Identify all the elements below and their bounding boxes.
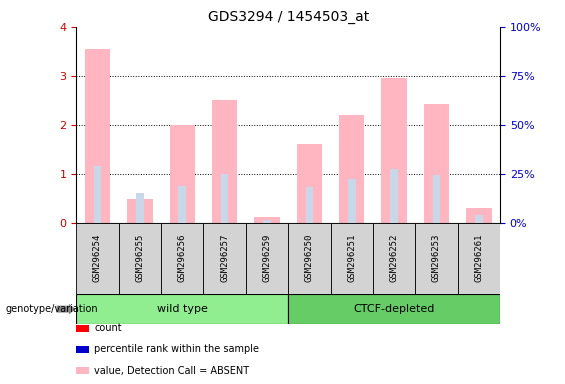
Bar	[339, 115, 364, 223]
Bar	[458, 223, 500, 294]
Text: genotype/variation: genotype/variation	[6, 304, 98, 314]
Bar	[221, 174, 228, 223]
Bar	[297, 144, 322, 223]
Bar	[127, 199, 153, 223]
Bar	[288, 295, 500, 324]
Text: value, Detection Call = ABSENT: value, Detection Call = ABSENT	[94, 366, 250, 376]
Title: GDS3294 / 1454503_at: GDS3294 / 1454503_at	[207, 10, 369, 25]
Bar	[246, 223, 288, 294]
Bar	[475, 215, 483, 223]
Text: GSM296256: GSM296256	[178, 234, 186, 282]
Bar	[263, 220, 271, 223]
Bar	[136, 194, 144, 223]
Bar	[424, 104, 449, 223]
Text: GSM296251: GSM296251	[347, 234, 356, 282]
Bar	[381, 78, 407, 223]
Bar	[306, 187, 313, 223]
Bar	[373, 223, 415, 294]
Bar	[331, 223, 373, 294]
Bar	[94, 166, 101, 223]
Text: GSM296254: GSM296254	[93, 234, 102, 282]
Bar	[161, 223, 203, 294]
Text: GSM296255: GSM296255	[136, 234, 144, 282]
Bar	[119, 223, 161, 294]
Bar	[288, 223, 331, 294]
Bar	[254, 217, 280, 223]
Bar	[76, 295, 288, 324]
Bar	[170, 125, 195, 223]
Text: GSM296250: GSM296250	[305, 234, 314, 282]
Bar	[76, 223, 119, 294]
Bar	[203, 223, 246, 294]
Text: CTCF-depleted: CTCF-depleted	[353, 304, 435, 314]
Bar	[390, 169, 398, 223]
Bar	[466, 208, 492, 223]
Text: GSM296261: GSM296261	[475, 234, 483, 282]
Bar	[179, 186, 186, 223]
Text: GSM296259: GSM296259	[263, 234, 271, 282]
Text: percentile rank within the sample: percentile rank within the sample	[94, 344, 259, 354]
Bar	[348, 179, 355, 223]
Text: count: count	[94, 323, 122, 333]
Text: GSM296252: GSM296252	[390, 234, 398, 282]
Text: wild type: wild type	[157, 304, 208, 314]
Text: GSM296253: GSM296253	[432, 234, 441, 282]
Text: GSM296257: GSM296257	[220, 234, 229, 282]
Bar	[85, 49, 110, 223]
Bar	[415, 223, 458, 294]
Bar	[433, 175, 440, 223]
Bar	[212, 100, 237, 223]
